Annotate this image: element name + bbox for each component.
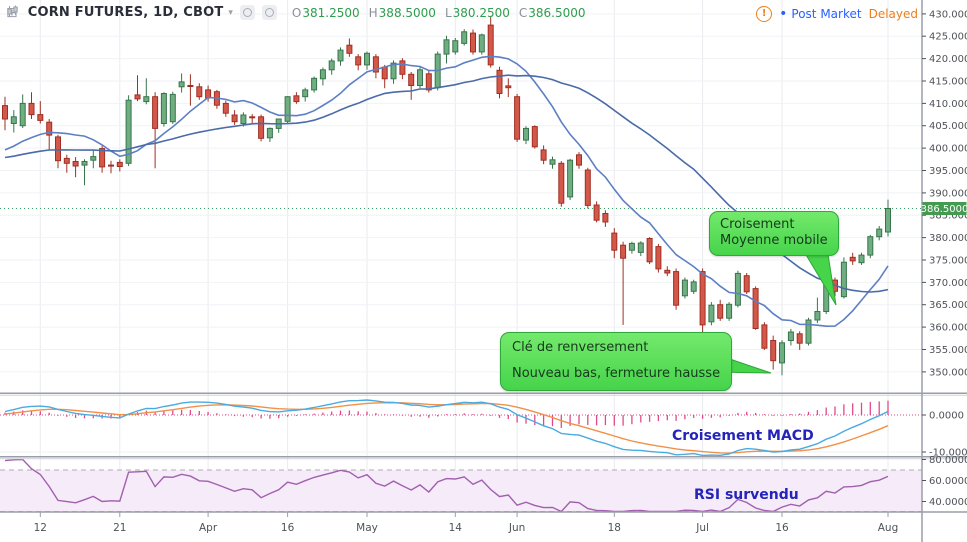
market-status: ! • Post Market Delayed [756, 6, 918, 22]
svg-text:370.0000: 370.0000 [929, 278, 967, 289]
last-price-badge: 386.5000 [921, 202, 967, 215]
annotation-ma-cross[interactable]: Croisement Moyenne mobile [709, 211, 839, 256]
macd-pane[interactable] [0, 399, 922, 457]
svg-text:Jun: Jun [508, 522, 525, 534]
svg-text:350.0000: 350.0000 [929, 367, 967, 378]
svg-text:Aug: Aug [878, 522, 899, 534]
delayed-data-warning-icon[interactable]: ! [756, 6, 773, 22]
svg-text:415.0000: 415.0000 [929, 77, 967, 88]
annotation-key-reversal-line2: Nouveau bas, fermeture hausse [512, 366, 721, 382]
chevron-down-icon[interactable]: ▾ [228, 7, 233, 18]
circle-toggle-icon-2[interactable] [261, 5, 277, 20]
delayed-label: Delayed [868, 7, 918, 21]
svg-text:80.0000: 80.0000 [929, 455, 967, 466]
rsi-band [0, 470, 922, 512]
post-market-dot-icon: • [779, 6, 788, 22]
svg-text:380.0000: 380.0000 [929, 233, 967, 244]
circle-toggle-icon-1[interactable] [239, 5, 255, 20]
svg-text:0.0000: 0.0000 [929, 411, 964, 422]
svg-text:Jul: Jul [695, 522, 709, 534]
annotation-key-reversal[interactable]: Clé de renversement Nouveau bas, fermetu… [500, 332, 733, 391]
svg-text:360.0000: 360.0000 [929, 323, 967, 334]
svg-text:Apr: Apr [199, 522, 218, 534]
svg-text:14: 14 [449, 522, 463, 534]
rsi-oversold-label[interactable]: RSI survendu [694, 487, 799, 503]
svg-text:375.0000: 375.0000 [929, 256, 967, 267]
svg-text:May: May [356, 522, 378, 534]
macd-cross-label[interactable]: Croisement MACD [672, 428, 814, 444]
ohlc-readout: O381.2500 H388.5000 L380.2500 C386.5000 [292, 6, 586, 20]
svg-text:355.0000: 355.0000 [929, 345, 967, 356]
rsi-pane[interactable] [0, 458, 922, 513]
add-layout-icon[interactable]: ⊞ [6, 4, 18, 21]
svg-text:390.0000: 390.0000 [929, 188, 967, 199]
ma-cross-annotation-tail [801, 247, 837, 306]
svg-text:12: 12 [34, 522, 47, 534]
annotation-key-reversal-line1: Clé de renversement [512, 340, 649, 355]
macd-line [4, 399, 889, 457]
svg-text:16: 16 [281, 522, 295, 534]
svg-text:405.0000: 405.0000 [929, 121, 967, 132]
rsi-line [4, 458, 889, 513]
svg-text:395.0000: 395.0000 [929, 166, 967, 177]
svg-text:425.0000: 425.0000 [929, 32, 967, 43]
ma-slow-line[interactable] [4, 74, 889, 293]
svg-text:430.0000: 430.0000 [929, 9, 967, 20]
svg-text:410.0000: 410.0000 [929, 99, 967, 110]
open-readout: O381.2500 [291, 5, 360, 20]
annotation-ma-cross-line1: Croisement [720, 217, 795, 232]
time-axis[interactable]: 12 21 Apr 16 May 14 Jun 18 Jul 16 Aug [34, 512, 899, 534]
low-readout: L380.2500 [444, 5, 510, 20]
svg-text:16: 16 [775, 522, 789, 534]
svg-text:385.0000: 385.0000 [929, 211, 967, 222]
symbol-title[interactable]: CORN FUTURES, 1D, CBOT [27, 5, 224, 20]
svg-text:18: 18 [608, 522, 621, 534]
svg-text:40.0000: 40.0000 [929, 497, 967, 508]
svg-text:386.5000: 386.5000 [921, 204, 967, 215]
high-readout: H388.5000 [368, 5, 436, 20]
post-market-status: • Post Market [779, 7, 861, 21]
svg-text:400.0000: 400.0000 [929, 144, 967, 155]
svg-text:-10.0000: -10.0000 [929, 448, 967, 459]
svg-text:21: 21 [113, 522, 126, 534]
svg-text:420.0000: 420.0000 [929, 54, 967, 65]
price-axis[interactable]: 430.0000 425.0000 420.0000 415.0000 410.0000… [922, 9, 967, 508]
close-readout: C386.5000 [518, 5, 586, 20]
ma-fast-line[interactable] [4, 55, 889, 328]
post-market-label: Post Market [791, 7, 862, 21]
svg-text:365.0000: 365.0000 [929, 300, 967, 311]
annotation-ma-cross-line2: Moyenne mobile [720, 233, 828, 249]
chart-header: ⊞ CORN FUTURES, 1D, CBOT ▾ O381.2500 H38… [6, 5, 586, 20]
svg-text:60.0000: 60.0000 [929, 476, 967, 487]
candlestick-series[interactable] [2, 16, 891, 376]
